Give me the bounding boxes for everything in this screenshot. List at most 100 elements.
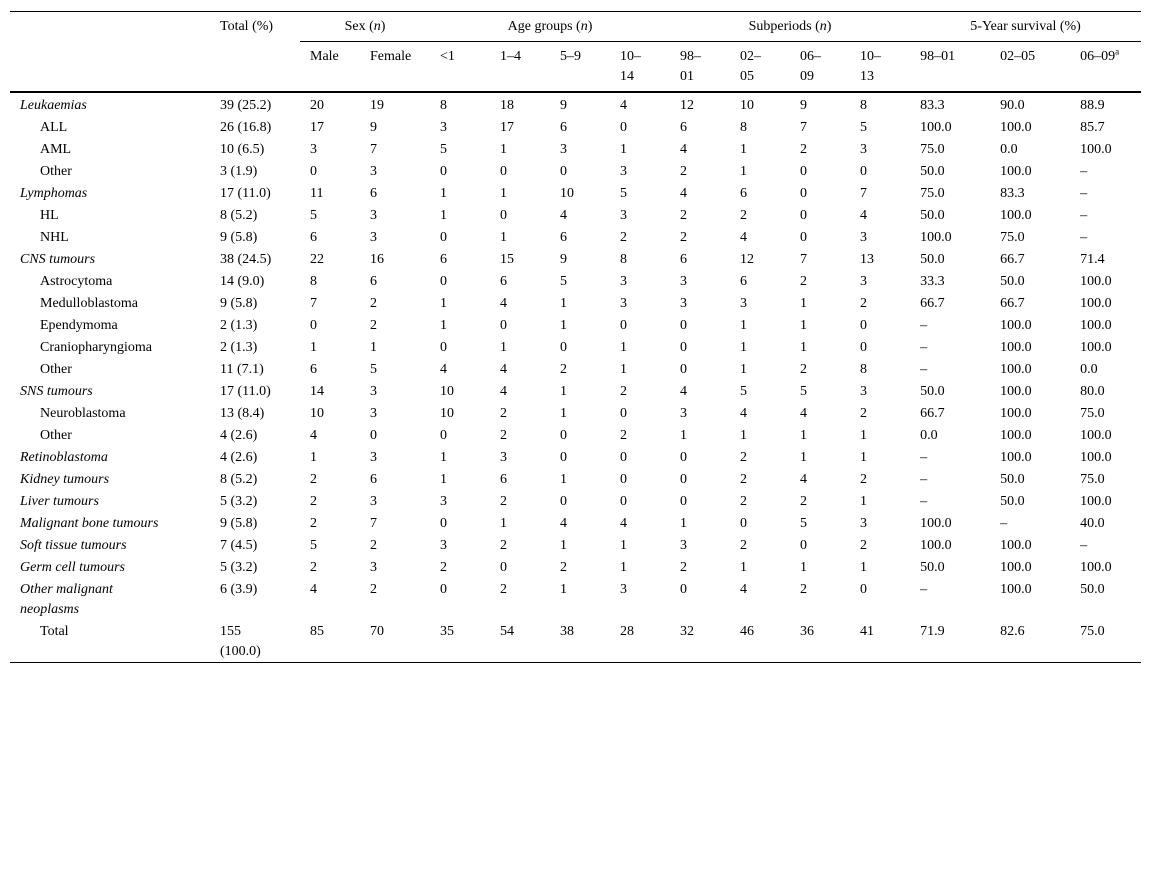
cell-text: – [1080, 538, 1088, 553]
table-cell: 50.0 [910, 380, 990, 402]
table-cell: 5 [610, 182, 670, 204]
table-row: Leukaemias 39 (25.2) 20 19 8 18 9 4 12 10 9 8 83.3 90… [10, 92, 1141, 116]
cell-text: 2 [800, 494, 808, 509]
cell-text: 4 [560, 516, 567, 531]
header-text: n [580, 19, 588, 34]
cell-text: 83.3 [1000, 186, 1025, 201]
table-cell: 1 [550, 380, 610, 402]
header-text: ) [587, 19, 593, 34]
corner-cell [10, 11, 210, 93]
cell-text: – [920, 362, 928, 377]
table-cell: 75.0 [1070, 620, 1141, 663]
table-cell: 88.9 [1070, 92, 1141, 116]
row-label: Ependymoma [10, 314, 210, 336]
cell-text: 1 [500, 230, 507, 245]
cell-text: 1 [800, 560, 808, 575]
table-row: Other 3 (1.9) 0 3 0 0 0 3 2 1 0 0 50.0 100.0 – [10, 160, 1141, 182]
table-cell: 6 [550, 116, 610, 138]
cell-text: 19 [370, 98, 384, 113]
table-cell: 100.0 [1070, 270, 1141, 292]
row-label-text: Astrocytoma [40, 274, 113, 289]
cell-text: 39 (25.2) [220, 98, 272, 113]
table-cell: 12 [730, 248, 790, 270]
cell-text: 4 [310, 428, 317, 443]
cell-text: 10 [310, 406, 324, 421]
table-cell: 4 [670, 138, 730, 160]
table-row: Other 4 (2.6) 4 0 0 2 0 2 1 1 1 1 0.0 100.0 100.0 [10, 424, 1141, 446]
cell-text: 8 [740, 120, 748, 135]
row-label-text: Germ cell tumours [20, 560, 125, 575]
table-cell: 0 [670, 490, 730, 512]
header-text: n [373, 19, 381, 34]
cell-text: 17 (11.0) [220, 186, 271, 201]
table-cell: 1 [360, 336, 430, 358]
table-cell: 6 [360, 468, 430, 490]
table-row: Other 11 (7.1) 6 5 4 4 2 1 0 1 2 8 – 100.0 0.0 [10, 358, 1141, 380]
table-cell: 2 [790, 138, 850, 160]
cell-text: 9 (5.8) [220, 230, 258, 245]
table-cell: 4 (2.6) [210, 446, 300, 468]
cell-text: 2 [620, 428, 627, 443]
cell-text: 0 [680, 318, 688, 333]
cell-text: 4 [440, 362, 447, 377]
table-row: Kidney tumours 8 (5.2) 2 6 1 6 1 0 0 2 4 2 – 50.0 75.0 [10, 468, 1141, 490]
cell-text: 5 [440, 142, 447, 157]
table-cell: 100.0 [990, 556, 1070, 578]
table-cell: 16 [360, 248, 430, 270]
table-cell: 54 [490, 620, 550, 663]
cell-text: 50.0 [920, 560, 945, 575]
cell-text: 8 (5.2) [220, 472, 258, 487]
row-label-text: Leukaemias [20, 98, 87, 113]
cell-text: 0 [310, 318, 317, 333]
cell-text: 0 [860, 164, 868, 179]
table-cell: 4 [670, 380, 730, 402]
row-label: Total [10, 620, 210, 663]
cell-text: 2 [310, 472, 317, 487]
cell-text: 1 [440, 450, 447, 465]
cell-text: 3 [440, 120, 447, 135]
row-label: Retinoblastoma [10, 446, 210, 468]
group-header: Subperiods (n) [670, 11, 911, 42]
table-cell: 2 [490, 490, 550, 512]
cell-text: 5 [800, 516, 808, 531]
cell-text: 6 [560, 230, 567, 245]
table-cell: 2 [670, 556, 730, 578]
table-cell: 0 [610, 116, 670, 138]
cell-text: 36 [800, 624, 815, 639]
table-cell: 66.7 [990, 292, 1070, 314]
cell-text: 9 [800, 98, 808, 113]
row-label-text: Ependymoma [40, 318, 118, 333]
table-cell: 4 [490, 380, 550, 402]
table-cell: 2 [790, 490, 850, 512]
table-row: Lymphomas 17 (11.0) 11 6 1 1 10 5 4 6 0 7 75.0 83.3– [10, 182, 1141, 204]
table-cell: 17 [300, 116, 360, 138]
cell-text: 100.0 [1000, 362, 1032, 377]
cell-text: 6 [680, 252, 688, 267]
cell-text: 6 [370, 186, 377, 201]
cell-text: 1 [740, 362, 748, 377]
cell-text: 100.0 [1080, 494, 1112, 509]
table-cell: 6 [360, 182, 430, 204]
table-cell: 3 [550, 138, 610, 160]
cell-text: 10 [440, 384, 454, 399]
cell-text: 14 [310, 384, 324, 399]
cell-text: 66.7 [1000, 252, 1025, 267]
table-cell: 5 [360, 358, 430, 380]
cell-text: 3 [740, 296, 748, 311]
cell-text: 2 [740, 472, 748, 487]
table-cell: 1 [610, 358, 670, 380]
table-cell: 2 [610, 380, 670, 402]
cell-text: 1 [370, 340, 377, 355]
cell-text: 75.0 [920, 186, 945, 201]
row-label-text: Liver tumours [20, 494, 99, 509]
cell-text: 7 [370, 142, 377, 157]
cell-text: 3 [370, 406, 377, 421]
table-cell: 83.3 [990, 182, 1070, 204]
table-cell: 2 [730, 490, 790, 512]
table-cell: 3 [360, 204, 430, 226]
table-cell: 3 [610, 270, 670, 292]
table-cell: 100.0 [910, 116, 990, 138]
cell-text: 7 [370, 516, 377, 531]
table-cell: 100.0 [990, 578, 1070, 620]
table-cell: 2 [850, 468, 910, 490]
